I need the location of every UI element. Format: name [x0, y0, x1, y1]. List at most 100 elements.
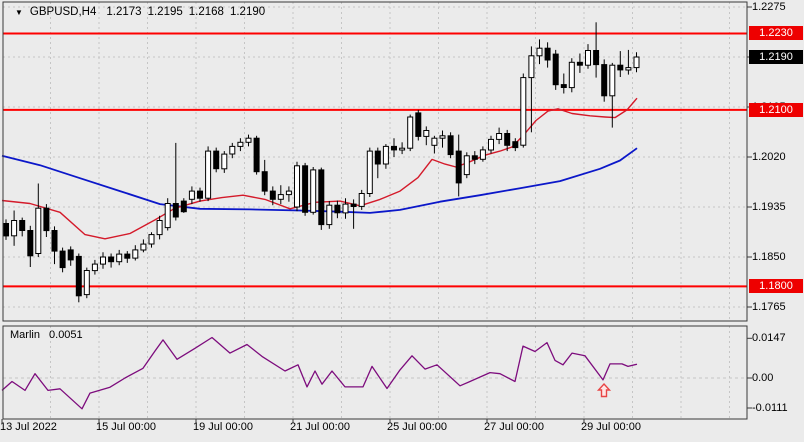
time-axis-label: 29 Jul 00:00	[581, 421, 641, 433]
candle	[358, 193, 365, 207]
candle	[310, 169, 317, 213]
indicator-axis-label: 0.00	[752, 372, 774, 384]
time-axis-label: 19 Jul 00:00	[193, 421, 253, 433]
candle	[75, 255, 82, 297]
candle	[188, 190, 195, 200]
price-axis-label: 1.1850	[752, 251, 786, 263]
candle	[479, 149, 486, 160]
candlestick-layer	[3, 22, 640, 303]
candle	[560, 84, 567, 88]
indicator-name: Marlin	[10, 329, 40, 341]
high-value: 1.2195	[147, 6, 183, 18]
candle	[205, 150, 212, 199]
candle	[11, 220, 18, 237]
axis-tick-marks	[1, 6, 752, 423]
candle	[19, 220, 26, 231]
candle	[415, 112, 422, 137]
candle	[172, 203, 179, 218]
candle	[625, 67, 632, 71]
candle	[180, 200, 187, 213]
candle	[100, 256, 106, 265]
time-axis-label: 13 Jul 2022	[0, 421, 57, 433]
current-price-badge: 1.2190	[749, 50, 803, 64]
candle	[496, 133, 503, 140]
candle	[350, 203, 357, 208]
candle	[156, 220, 163, 236]
candle	[294, 165, 300, 208]
price-axis-label: 1.2020	[752, 151, 786, 163]
symbol-period-label: GBPUSD,H4	[29, 6, 97, 18]
candle	[366, 150, 373, 195]
candle	[83, 270, 90, 296]
candle	[67, 249, 74, 261]
price-axis-label: 1.1935	[752, 201, 786, 213]
candle	[277, 194, 284, 200]
price-level-badge: 1.1800	[749, 279, 803, 294]
candle	[463, 155, 470, 176]
chevron-down-icon[interactable]: ▼	[15, 7, 23, 17]
ma-slow-blue-line	[1, 147, 638, 214]
candle	[285, 190, 292, 196]
time-axis-label: 27 Jul 00:00	[484, 421, 544, 433]
horizontal-gridlines	[3, 6, 747, 379]
candle	[318, 169, 325, 226]
candle	[455, 150, 462, 184]
main-plot-frame	[2, 1, 748, 322]
candle	[27, 230, 34, 257]
candle	[552, 53, 559, 86]
candle	[536, 47, 543, 57]
candle	[342, 203, 349, 214]
candle	[633, 56, 640, 69]
candle	[326, 204, 333, 226]
candle	[617, 64, 624, 71]
candle	[116, 253, 123, 263]
candle	[504, 133, 511, 146]
candle	[423, 130, 430, 137]
time-axis-label: 25 Jul 00:00	[387, 421, 447, 433]
time-axis-label: 21 Jul 00:00	[290, 421, 350, 433]
candle	[245, 137, 252, 143]
candle	[302, 165, 309, 213]
indicator-plot-frame	[2, 325, 748, 420]
price-level-badge: 1.2230	[749, 26, 803, 41]
low-value: 1.2168	[188, 6, 224, 18]
vertical-gridlines	[50, 2, 730, 419]
ma-fast-red-line	[1, 97, 638, 240]
candle	[520, 77, 527, 146]
price-axis-label: 1.1765	[752, 301, 786, 313]
candle	[471, 155, 478, 160]
candle	[568, 61, 575, 89]
candle	[488, 138, 494, 151]
candle	[431, 137, 438, 146]
candle	[576, 61, 583, 66]
candle	[3, 223, 9, 237]
indicator-title: Marlin 0.0051	[10, 329, 83, 341]
candle	[601, 64, 608, 97]
time-axis-label: 15 Jul 00:00	[96, 421, 156, 433]
candle	[108, 256, 115, 263]
candle	[382, 145, 389, 165]
candle	[124, 253, 131, 259]
support-resistance-lines[interactable]	[3, 32, 747, 288]
close-value: 1.2190	[229, 6, 266, 18]
candle	[43, 207, 50, 232]
candle	[253, 137, 260, 173]
candle	[35, 207, 42, 254]
candle	[59, 250, 66, 269]
candle	[51, 230, 58, 252]
candle	[132, 249, 139, 259]
symbol-header: ▼ GBPUSD,H4 1.2173 1.2195 1.2168 1.2190	[15, 5, 271, 19]
candle	[391, 145, 397, 151]
price-axis-label: 1.2275	[752, 1, 786, 13]
candle	[439, 135, 446, 139]
candle	[237, 141, 244, 147]
candle	[221, 153, 228, 170]
candle	[585, 50, 591, 66]
candle	[269, 190, 276, 200]
indicator-axis-label: -0.0111	[752, 402, 788, 414]
candle	[164, 203, 171, 229]
candle	[407, 116, 414, 149]
candle	[512, 141, 519, 149]
